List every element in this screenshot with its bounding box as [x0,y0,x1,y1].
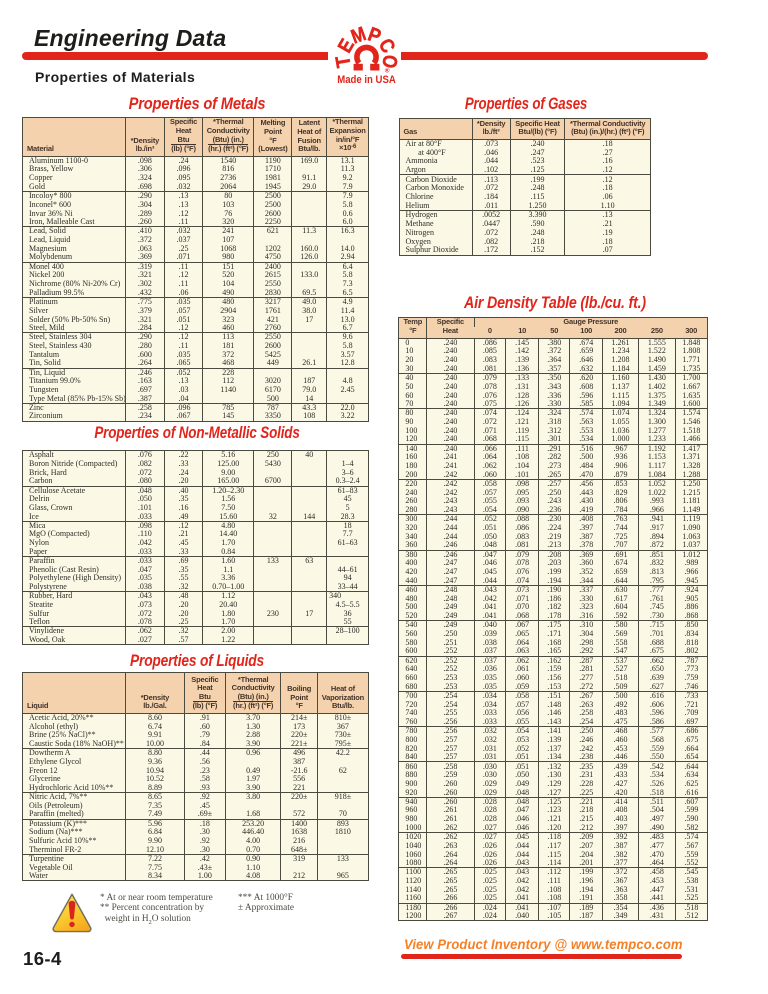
svg-text:O: O [377,53,401,70]
svg-text:®: ® [385,67,390,75]
svg-text:T: T [332,54,356,69]
svg-text:Made in USA: Made in USA [337,74,396,86]
